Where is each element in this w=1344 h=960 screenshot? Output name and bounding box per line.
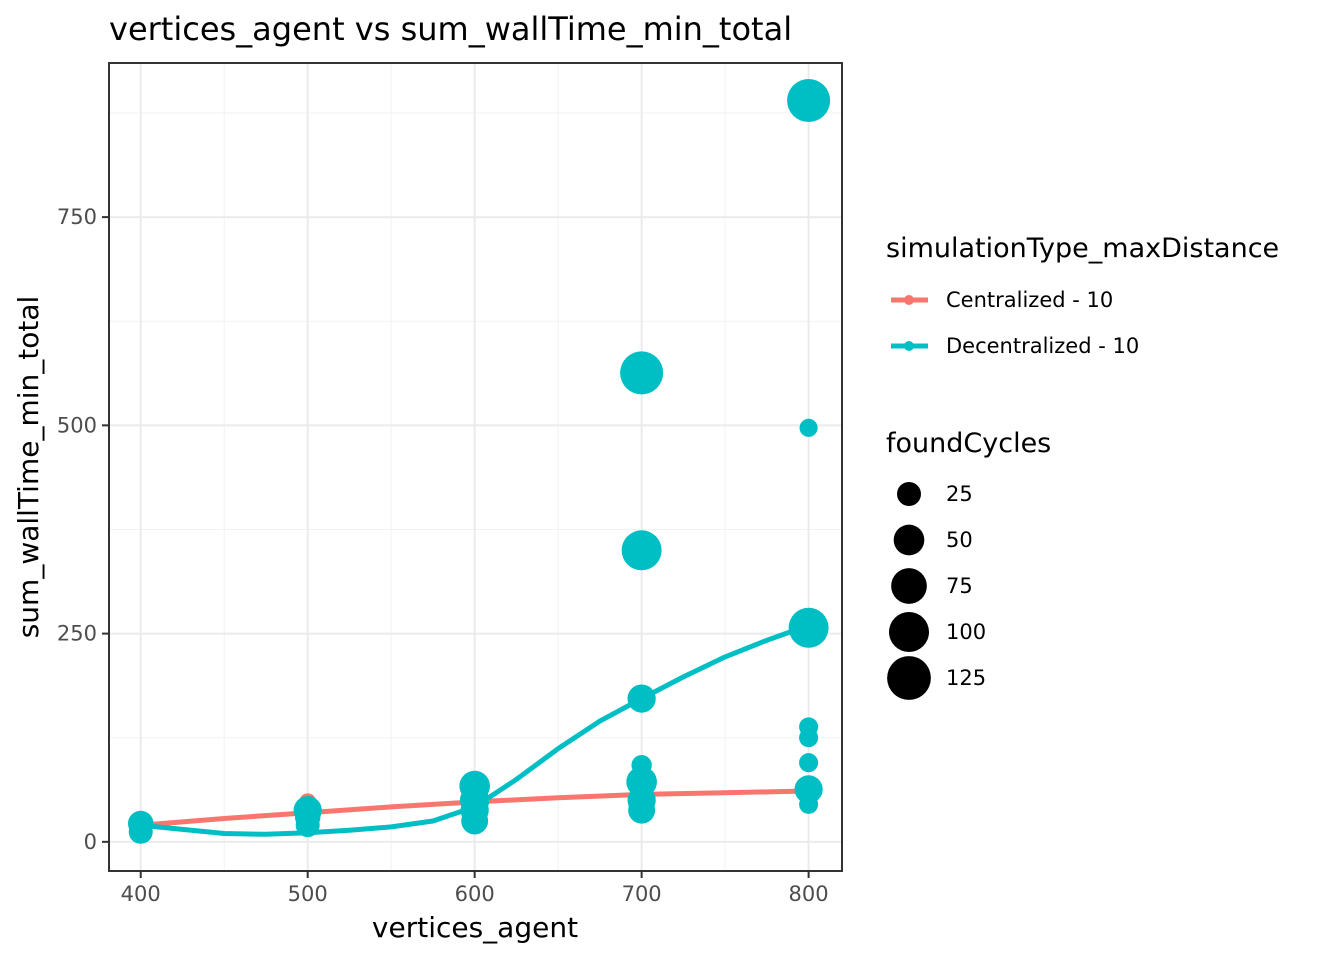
size-legend-key	[889, 612, 929, 652]
x-tick-label: 600	[455, 882, 495, 906]
chart-title: vertices_agent vs sum_wallTime_min_total	[109, 10, 792, 48]
size-legend-label: 125	[946, 666, 986, 690]
decentralized-10-point	[799, 794, 819, 814]
y-tick-label: 750	[57, 205, 97, 229]
decentralized-10-point	[128, 819, 153, 844]
size-legend-key	[887, 656, 931, 700]
size-legend-label: 75	[946, 574, 973, 598]
size-legend-key	[891, 568, 927, 604]
decentralized-10-point	[799, 753, 819, 773]
decentralized-10-point	[799, 728, 819, 748]
decentralized-10-point	[794, 775, 823, 804]
color-legend-label: Decentralized - 10	[946, 334, 1139, 358]
x-tick-label: 400	[121, 882, 161, 906]
y-axis: 0 250 500 750	[57, 205, 109, 854]
decentralized-10-point	[621, 530, 662, 571]
color-legend-key-point	[904, 295, 914, 305]
size-legend-label: 100	[946, 620, 986, 644]
y-axis-title: sum_wallTime_min_total	[12, 296, 45, 639]
y-tick-label: 500	[57, 413, 97, 437]
decentralized-10-point	[787, 78, 831, 123]
decentralized-10-point	[788, 607, 829, 648]
decentralized-10-point	[620, 351, 664, 395]
x-axis-title: vertices_agent	[372, 911, 578, 944]
x-tick-label: 500	[288, 882, 328, 906]
color-legend-key-point	[904, 341, 914, 351]
size-legend-label: 25	[946, 482, 973, 506]
decentralized-10-point	[799, 418, 818, 437]
decentralized-10-point	[628, 796, 656, 824]
size-legend-label: 50	[946, 528, 973, 552]
y-tick-label: 0	[84, 830, 97, 854]
y-tick-label: 250	[57, 622, 97, 646]
decentralized-10-point	[627, 684, 656, 713]
decentralized-10-point	[461, 807, 489, 835]
x-tick-label: 800	[789, 882, 829, 906]
x-axis: 400 500 600 700 800	[121, 871, 829, 906]
color-legend-title: simulationType_maxDistance	[886, 233, 1279, 264]
color-legend: Centralized - 10 Decentralized - 10	[891, 288, 1139, 358]
size-legend-key	[893, 524, 925, 556]
grid-major	[109, 63, 842, 871]
data-points	[127, 78, 831, 844]
decentralized-10-point	[295, 813, 320, 838]
color-legend-label: Centralized - 10	[946, 288, 1113, 312]
x-tick-label: 700	[622, 882, 662, 906]
size-legend: 25 50 75 100 125	[887, 482, 986, 700]
size-legend-title: foundCycles	[886, 428, 1051, 459]
size-legend-key	[897, 482, 921, 506]
